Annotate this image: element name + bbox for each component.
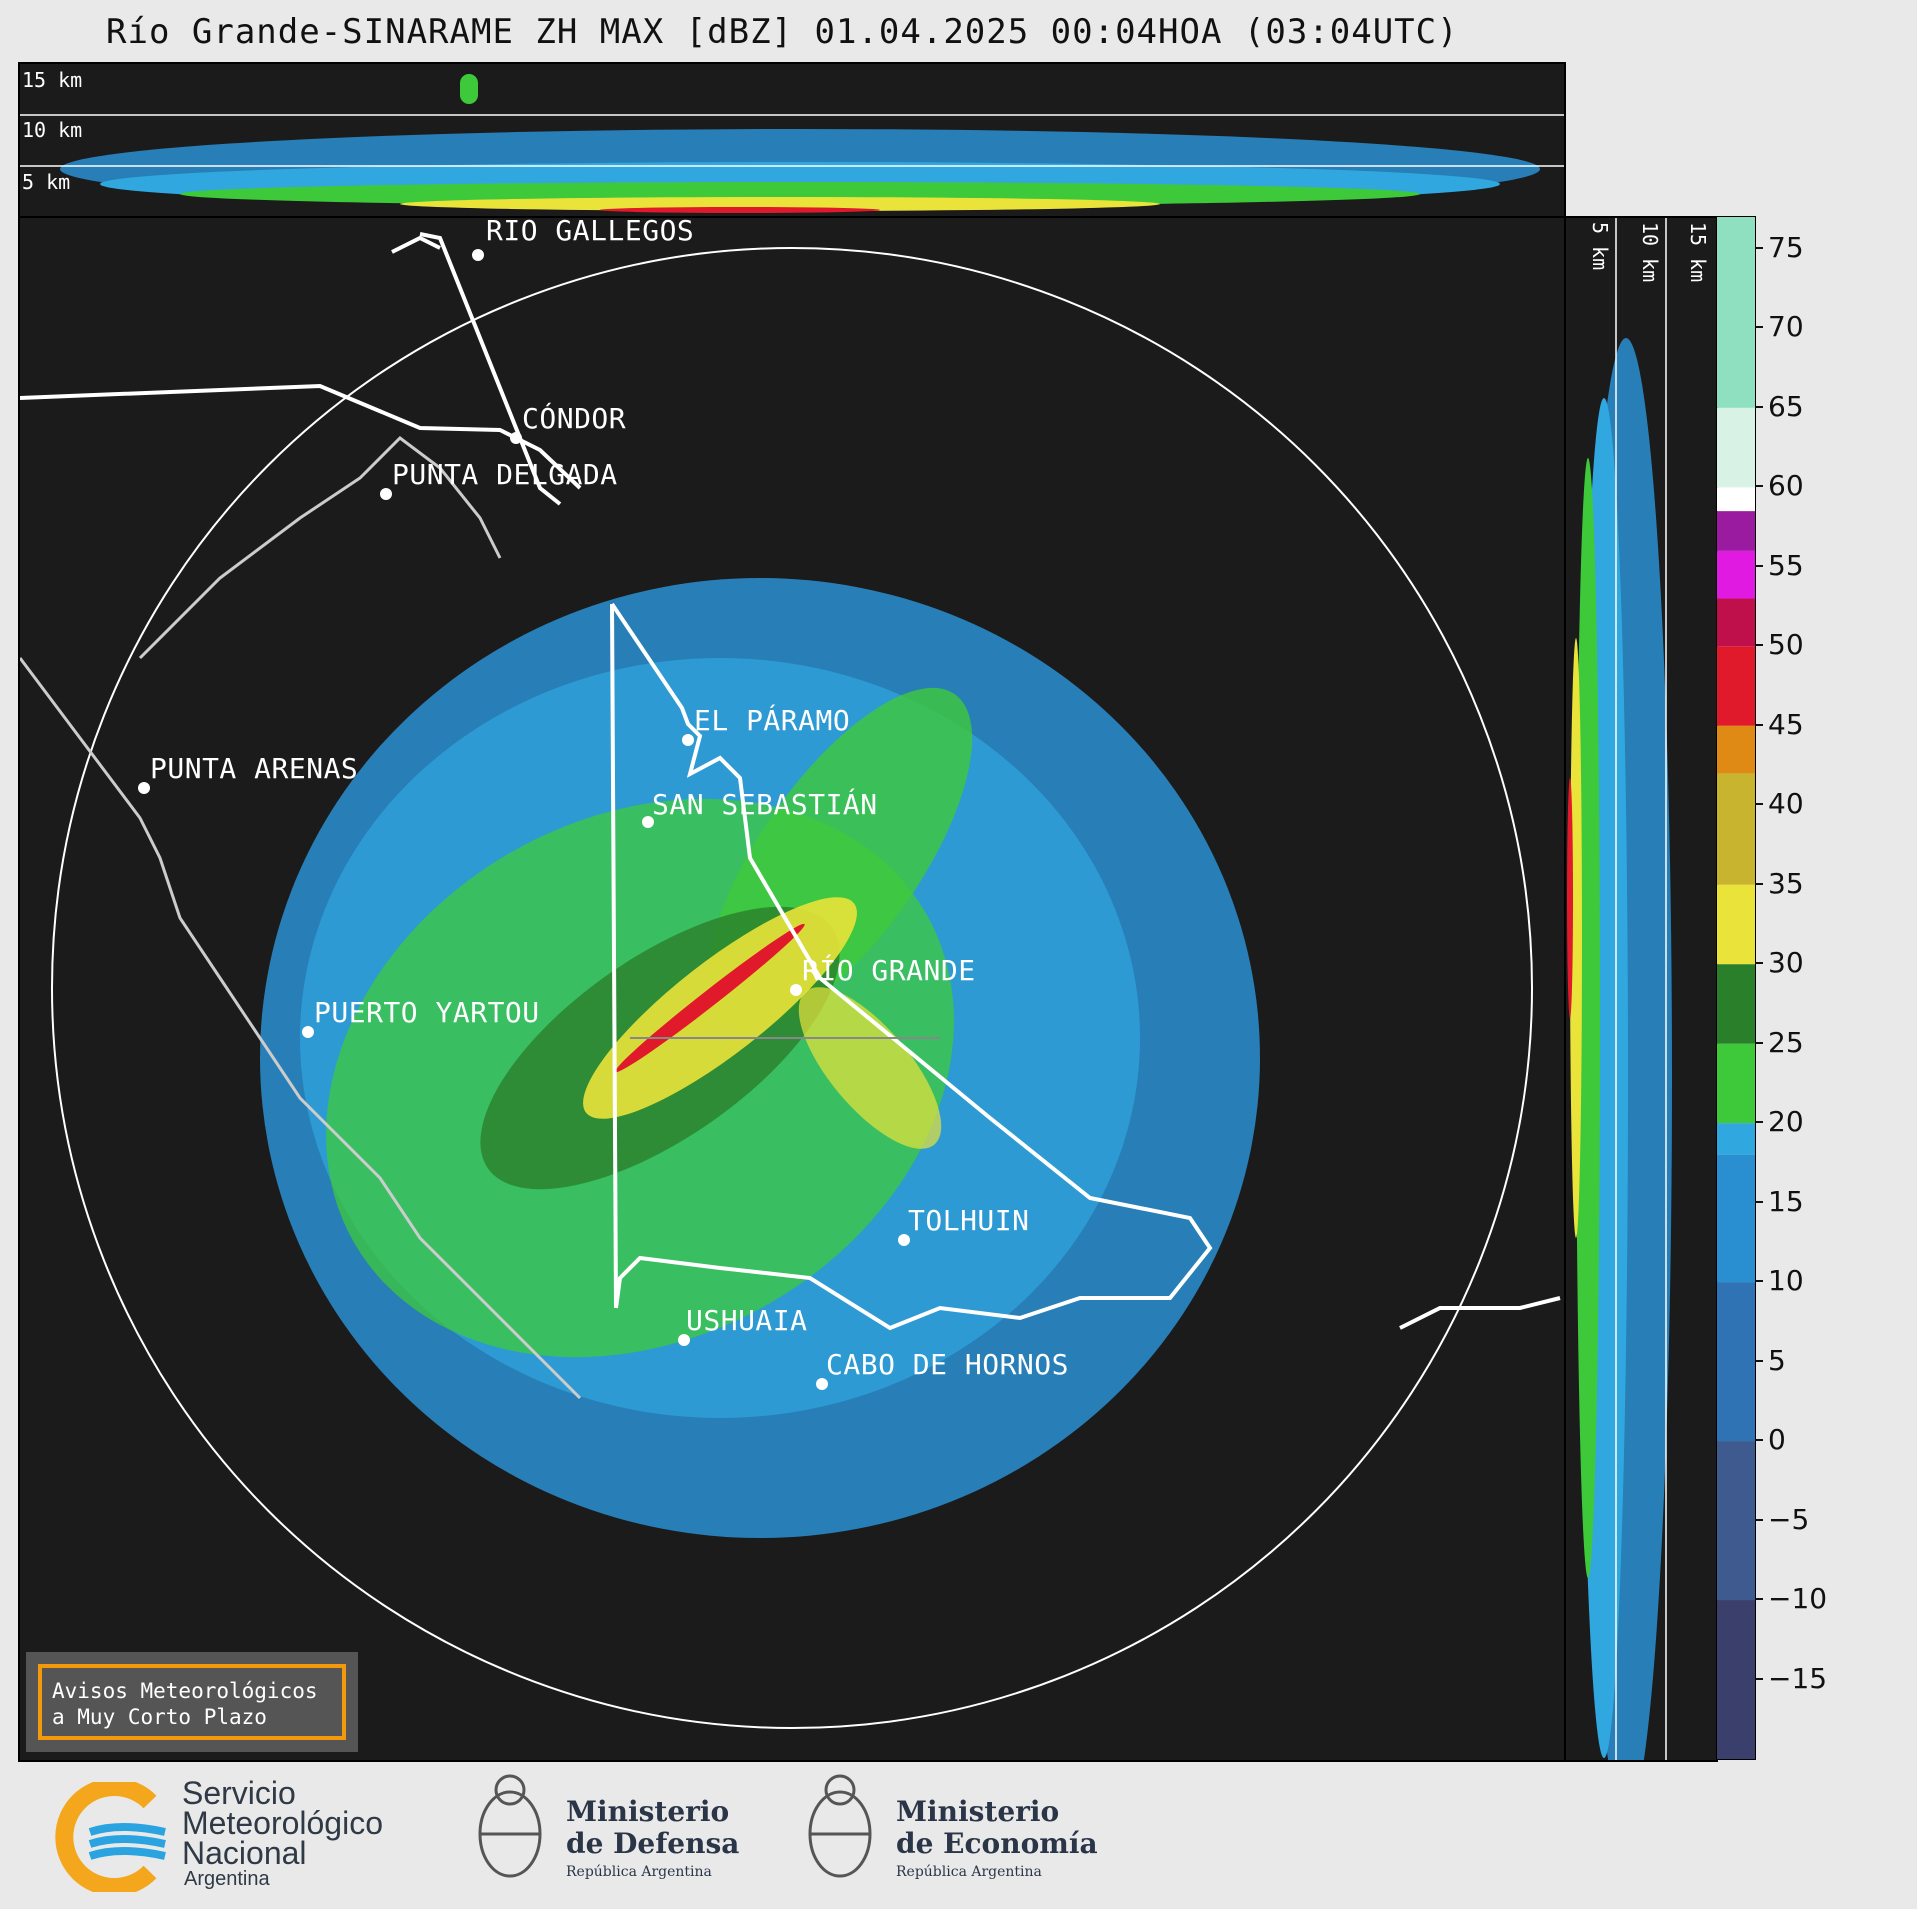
colorbar-band	[1717, 407, 1755, 488]
colorbar-tick	[1755, 1359, 1763, 1362]
right-height-label-5km: 5 km	[1588, 222, 1612, 271]
colorbar-tick-label: 0	[1768, 1423, 1786, 1457]
defensa-line-2: de Defensa	[566, 1827, 740, 1860]
smn-line-2: Meteorológico	[182, 1805, 383, 1841]
smn-line-3: Nacional	[182, 1835, 307, 1871]
top-height-label-10km: 10 km	[22, 118, 83, 142]
colorbar-tick	[1755, 962, 1763, 965]
colorbar-tick	[1755, 1280, 1763, 1283]
colorbar-tick	[1755, 564, 1763, 567]
colorbar-band	[1717, 1441, 1755, 1601]
colorbar-band	[1717, 1043, 1755, 1124]
city-label-punta-arenas: PUNTA ARENAS	[150, 752, 359, 785]
city-label-el-paramo: EL PÁRAMO	[694, 704, 851, 737]
colorbar-tick	[1755, 405, 1763, 408]
colorbar-tick-label: 25	[1768, 1025, 1804, 1059]
argentina-coat-of-arms-icon	[478, 1774, 542, 1878]
smn-line-1: Servicio	[182, 1775, 296, 1811]
colorbar-tick	[1755, 1518, 1763, 1521]
colorbar-tick-label: 35	[1768, 866, 1804, 900]
colorbar-tick-label: 30	[1768, 946, 1804, 980]
colorbar-band	[1717, 964, 1755, 1044]
colorbar-tick	[1755, 1121, 1763, 1124]
colorbar-tick-label: 45	[1768, 707, 1804, 741]
colorbar-tick	[1755, 723, 1763, 726]
defensa-line-3: República Argentina	[566, 1864, 712, 1880]
city-label-rio-gallegos: RÍO GALLEGOS	[486, 216, 695, 247]
right-cross-section-panel: 5 km 10 km 15 km	[1564, 216, 1718, 1762]
colorbar-tick-label: 55	[1768, 548, 1804, 582]
colorbar-tick	[1755, 1677, 1763, 1680]
right-height-label-15km: 15 km	[1686, 222, 1710, 283]
colorbar-tick	[1755, 1598, 1763, 1601]
top-height-label-5km: 5 km	[22, 170, 71, 194]
colorbar-tick-label: 70	[1768, 310, 1804, 344]
colorbar-band	[1717, 1600, 1755, 1759]
colorbar-band	[1717, 1123, 1755, 1155]
argentina-coat-of-arms-icon-2	[808, 1774, 872, 1878]
colorbar-tick	[1755, 326, 1763, 329]
colorbar-band	[1717, 725, 1755, 774]
colorbar-tick-label: 40	[1768, 787, 1804, 821]
colorbar-tick	[1755, 882, 1763, 885]
colorbar-tick-label: 60	[1768, 469, 1804, 503]
colorbar-band	[1717, 884, 1755, 965]
colorbar-band	[1717, 598, 1755, 647]
city-label-san-sebastian: SAN SEBASTIÁN	[652, 788, 878, 821]
colorbar-band	[1717, 511, 1755, 551]
city-label-rio-grande: RÍO GRANDE	[802, 954, 976, 987]
colorbar-tick	[1755, 246, 1763, 249]
economia-line-3: República Argentina	[896, 1864, 1042, 1880]
colorbar-band	[1717, 773, 1755, 885]
colorbar-band	[1717, 1154, 1755, 1283]
colorbar-tick-label: 50	[1768, 628, 1804, 662]
smn-line-4: Argentina	[184, 1868, 270, 1890]
colorbar-band	[1717, 217, 1755, 408]
colorbar-tick	[1755, 1200, 1763, 1203]
colorbar-tick-label: 75	[1768, 230, 1804, 264]
colorbar-tick-label: −10	[1768, 1582, 1828, 1616]
radar-map-panel: RÍO GALLEGOS CÓNDOR PUNTA DELGADA EL PÁR…	[18, 216, 1566, 1762]
colorbar-tick-label: 20	[1768, 1105, 1804, 1139]
right-height-label-10km: 10 km	[1638, 222, 1662, 283]
city-label-puerto-yartou: PUERTO YARTOU	[314, 996, 540, 1029]
economia-line-1: Ministerio	[896, 1795, 1060, 1828]
notice-line-1: Avisos Meteorológicos	[52, 1679, 318, 1703]
right-cross-section-graphic	[1567, 218, 1672, 1760]
colorbar-tick-label: 5	[1768, 1343, 1786, 1377]
colorbar-tick-label: −15	[1768, 1661, 1828, 1695]
short-term-warnings-box: Avisos Meteorológicos a Muy Corto Plazo	[26, 1652, 358, 1752]
colorbar-tick-label: 65	[1768, 389, 1804, 423]
notice-line-2: a Muy Corto Plazo	[52, 1705, 267, 1729]
dbz-colorbar	[1716, 216, 1756, 1760]
colorbar-tick	[1755, 1439, 1763, 1442]
smn-emblem-icon	[55, 1782, 166, 1892]
defensa-line-1: Ministerio	[566, 1795, 730, 1828]
top-height-label-15km: 15 km	[22, 68, 83, 92]
city-label-cabo-de-hornos: CABO DE HORNOS	[826, 1348, 1070, 1381]
colorbar-tick-label: −5	[1768, 1502, 1810, 1536]
colorbar-band	[1717, 487, 1755, 512]
colorbar-band	[1717, 646, 1755, 726]
colorbar-tick-label: 15	[1768, 1184, 1804, 1218]
colorbar-band	[1717, 1282, 1755, 1442]
top-cross-section-graphic	[20, 74, 1564, 213]
economia-line-2: de Economía	[896, 1827, 1098, 1860]
colorbar-gradient	[1717, 217, 1755, 1759]
city-label-ushuaia: USHUAIA	[686, 1304, 808, 1337]
colorbar-tick	[1755, 1041, 1763, 1044]
colorbar-tick-label: 10	[1768, 1264, 1804, 1298]
city-label-punta-delgada: PUNTA DELGADA	[392, 458, 618, 491]
colorbar-tick	[1755, 485, 1763, 488]
colorbar-tick	[1755, 644, 1763, 647]
colorbar-band	[1717, 550, 1755, 599]
city-label-tolhuin: TOLHUIN	[908, 1204, 1030, 1237]
colorbar-tick	[1755, 803, 1763, 806]
radar-map-graphic	[20, 232, 1561, 1729]
page-title: Río Grande-SINARAME ZH MAX [dBZ] 01.04.2…	[106, 12, 1459, 52]
city-label-condor: CÓNDOR	[522, 402, 627, 435]
top-cross-section-panel: 15 km 10 km 5 km	[18, 62, 1566, 218]
